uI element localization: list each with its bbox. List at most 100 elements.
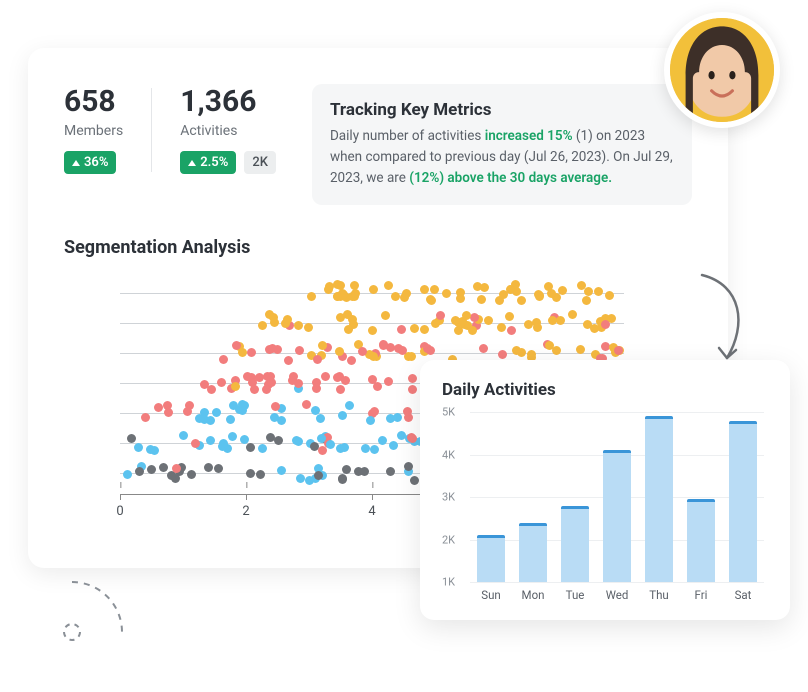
daily-x-tick: Tue [566, 588, 585, 602]
seg-dot [384, 281, 393, 290]
members-delta-value: 36% [84, 155, 108, 170]
seg-dot [341, 376, 350, 385]
seg-dot [141, 413, 150, 422]
daily-y-tick: 3K [442, 491, 455, 504]
insight-highlight-2: (12%) above the 30 days average. [409, 170, 612, 186]
seg-dot [127, 434, 136, 443]
seg-dot [507, 326, 516, 335]
insight-title: Tracking Key Metrics [330, 100, 674, 120]
seg-dot [408, 385, 417, 394]
seg-dot [505, 312, 514, 321]
activities-delta-badge: 2.5% [180, 151, 236, 174]
seg-dot [294, 321, 303, 330]
seg-dot [321, 372, 330, 381]
seg-dot [456, 288, 465, 297]
seg-dot [360, 467, 369, 476]
seg-dot [427, 296, 436, 305]
seg-dot [159, 463, 168, 472]
seg-dot [535, 292, 544, 301]
seg-dot [480, 283, 489, 292]
seg-dot [335, 347, 344, 356]
seg-dot [506, 285, 515, 294]
seg-dot [577, 281, 586, 290]
seg-dot [135, 467, 144, 476]
seg-dot [238, 348, 247, 357]
seg-dot [454, 326, 463, 335]
seg-dot [187, 470, 196, 479]
daily-bar-chart: 1K2K3K4K5KSunMonTueWedThuFriSat [442, 412, 768, 602]
insight-highlight-1: increased 15% [485, 128, 573, 144]
daily-x-tick: Thu [649, 588, 669, 602]
seg-dot [295, 346, 304, 355]
activities-label: Activities [180, 123, 276, 139]
seg-dot [247, 348, 256, 357]
seg-dot [207, 385, 216, 394]
daily-y-tick: 1K [442, 576, 455, 589]
seg-dot [274, 436, 283, 445]
daily-x-tick: Wed [606, 588, 629, 602]
seg-dot [402, 289, 411, 298]
insight-box: Tracking Key Metrics Daily number of act… [312, 84, 692, 205]
seg-dot [517, 296, 526, 305]
seg-dot [442, 289, 451, 298]
seg-dot [204, 463, 213, 472]
seg-dot [468, 326, 477, 335]
seg-dot [582, 296, 591, 305]
seg-dot [246, 469, 255, 478]
seg-dot [345, 401, 354, 410]
seg-dot [484, 316, 493, 325]
seg-dot [277, 466, 286, 475]
seg-dot [408, 374, 417, 383]
daily-bar [477, 535, 505, 582]
seg-dot [307, 292, 316, 301]
seg-dot [391, 292, 400, 301]
seg-dot [214, 464, 223, 473]
seg-dot [397, 325, 406, 334]
up-arrow-icon [72, 160, 80, 166]
seg-dot [369, 285, 378, 294]
insight-body: Daily number of activities increased 15%… [330, 126, 674, 189]
seg-dot [212, 408, 221, 417]
seg-dot [361, 444, 370, 453]
seg-dot [351, 289, 360, 298]
seg-dot [381, 311, 390, 320]
up-arrow-icon [188, 160, 196, 166]
seg-dot [206, 436, 215, 445]
daily-bar [729, 421, 757, 583]
insight-text-1: Daily number of activities [330, 128, 485, 144]
seg-dot [430, 285, 439, 294]
seg-dot [250, 385, 259, 394]
seg-dot [533, 323, 542, 332]
seg-x-tick: 2 [242, 504, 249, 519]
seg-dot [404, 462, 413, 471]
seg-dot [347, 356, 356, 365]
dashed-circle-deco [12, 572, 132, 692]
seg-dot [336, 313, 345, 322]
daily-x-tick: Mon [522, 588, 545, 602]
seg-dot [601, 320, 610, 329]
seg-dot [231, 382, 240, 391]
daily-x-tick: Fri [695, 588, 708, 602]
seg-dot [310, 442, 319, 451]
metric-activities: 1,366 Activities 2.5% 2K [180, 84, 276, 174]
avatar[interactable] [664, 12, 780, 128]
seg-dot [304, 323, 313, 332]
seg-dot [389, 441, 398, 450]
seg-dot [436, 311, 445, 320]
seg-dot [497, 323, 506, 332]
seg-dot [605, 291, 614, 300]
members-label: Members [64, 123, 123, 139]
seg-dot [154, 403, 163, 412]
metric-divider [151, 88, 152, 172]
seg-dot [232, 341, 241, 350]
seg-dot [568, 310, 577, 319]
seg-dot [284, 356, 293, 365]
seg-dot [302, 400, 311, 409]
seg-dot [386, 414, 395, 423]
members-delta-badge: 36% [64, 151, 116, 174]
seg-dot [164, 408, 173, 417]
seg-dot [326, 440, 335, 449]
seg-dot [342, 465, 351, 474]
seg-dot [378, 436, 387, 445]
seg-dot [179, 431, 188, 440]
